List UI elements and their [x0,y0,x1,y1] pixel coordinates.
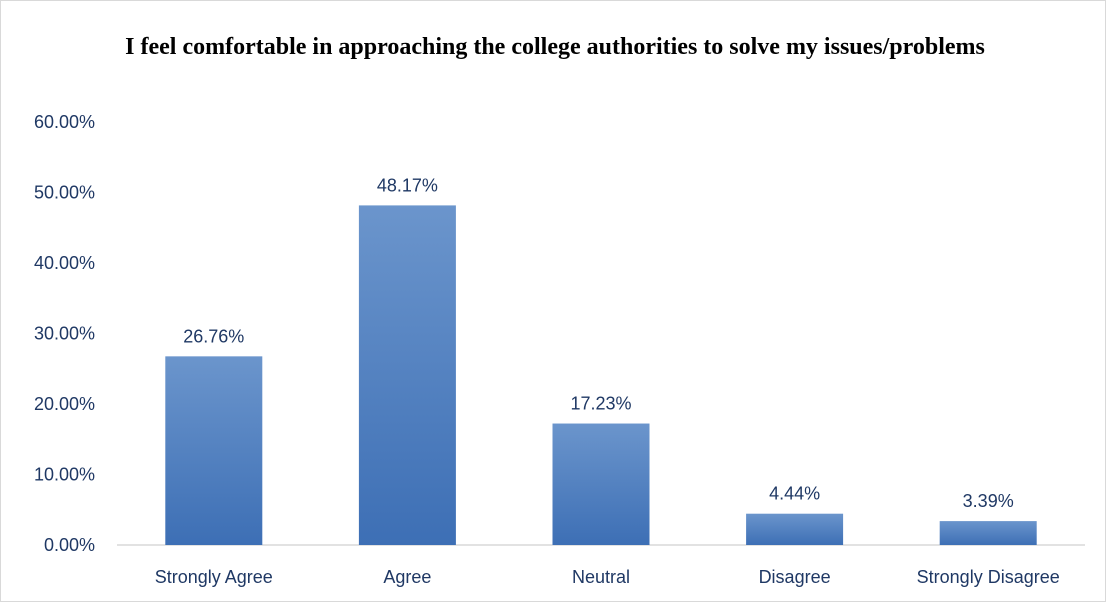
bars [165,205,1037,546]
data-labels: 26.76% 48.17% 17.23% 4.44% 3.39% [183,175,1013,511]
data-label: 3.39% [963,491,1014,511]
data-label: 17.23% [570,394,631,414]
y-tick-label: 0.00% [44,535,95,555]
data-label: 26.76% [183,326,244,346]
bar-disagree [746,513,844,545]
x-tick-label: Disagree [759,567,831,587]
bar-strongly-disagree [939,521,1037,545]
data-label: 48.17% [377,175,438,195]
x-tick-label: Strongly Disagree [917,567,1060,587]
bar-agree [358,205,456,546]
bar-neutral [552,423,650,545]
x-tick-label: Agree [383,567,431,587]
x-tick-label: Neutral [572,567,630,587]
data-label: 4.44% [769,484,820,504]
bar-strongly-agree [165,356,263,545]
y-axis: 0.00% 10.00% 20.00% 30.00% 40.00% 50.00% 60.00… [34,112,95,555]
y-tick-label: 40.00% [34,253,95,273]
y-tick-label: 10.00% [34,465,95,485]
y-tick-label: 60.00% [34,112,95,132]
x-tick-label: Strongly Agree [155,567,273,587]
chart-title: I feel comfortable in approaching the co… [125,34,985,60]
x-axis: Strongly Agree Agree Neutral Disagree Strong… [155,567,1060,587]
y-tick-label: 50.00% [34,183,95,203]
y-tick-label: 20.00% [34,394,95,414]
y-tick-label: 30.00% [34,324,95,344]
